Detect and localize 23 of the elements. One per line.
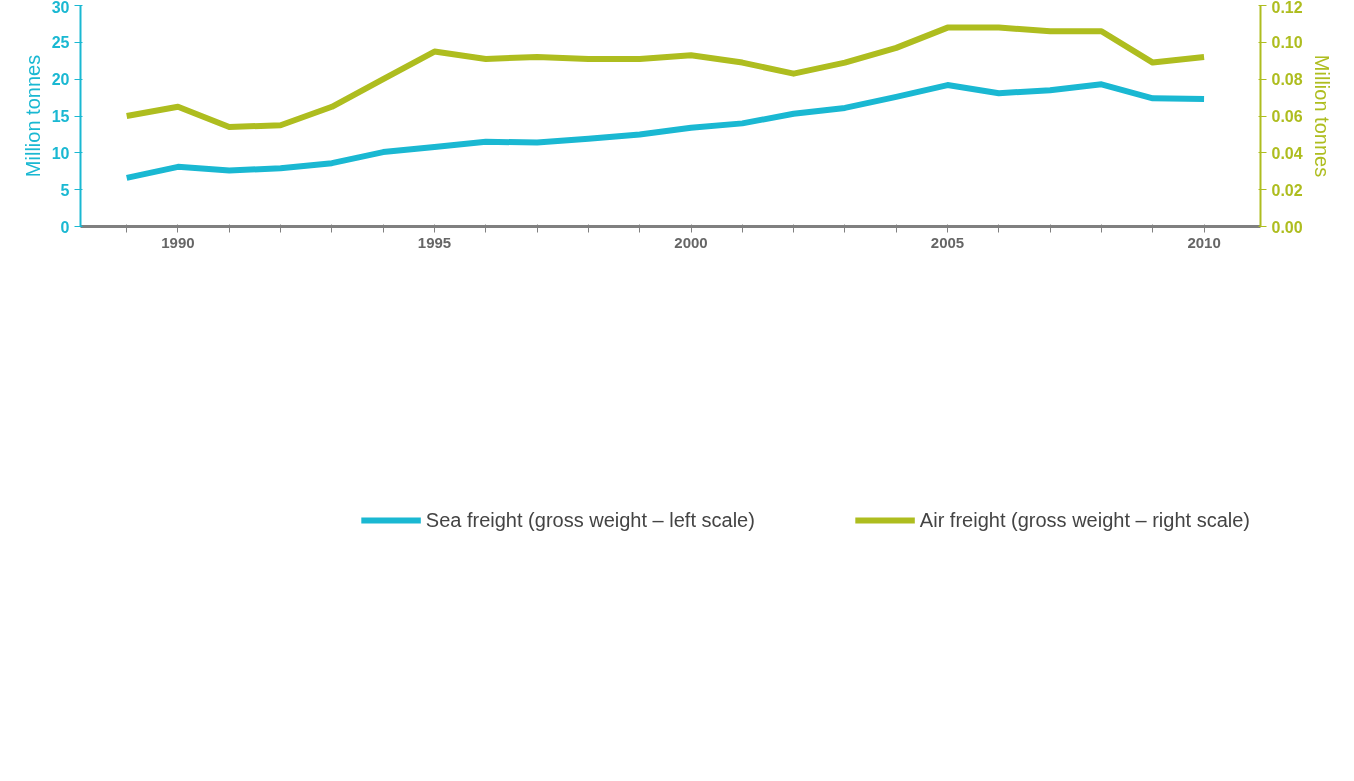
y2-tick-label: 0.08 [1271, 71, 1303, 89]
y-tick-label: 10 [51, 144, 70, 162]
y2-tick-label: 0.02 [1271, 181, 1303, 199]
y-tick-label: 30 [51, 0, 70, 16]
x-tick-label: 2000 [674, 233, 708, 251]
y2-tick-label: 0.04 [1271, 144, 1303, 162]
x-tick-label: 2005 [930, 233, 965, 251]
y2-tick-label: 0.00 [1271, 218, 1303, 236]
y2-tick-label: 0.10 [1271, 34, 1303, 52]
x-tick-label: 2010 [1187, 233, 1221, 251]
y2-axis-title: Million tonnes [1310, 54, 1333, 178]
y-tick-label: 0 [60, 218, 70, 236]
y-tick-label: 15 [51, 108, 70, 125]
y-tick-label: 5 [60, 181, 70, 199]
y2-tick-label: 0.12 [1271, 0, 1303, 16]
y-tick-label: 20 [51, 71, 70, 89]
x-tick-label: 1995 [417, 233, 452, 251]
y-axis-title: Million tonnes [21, 54, 44, 178]
legend-label: Sea freight (gross weight – left scale) [425, 508, 755, 532]
y2-tick-label: 0.06 [1271, 108, 1303, 125]
x-tick-label: 1990 [161, 233, 195, 251]
y-tick-label: 25 [51, 34, 70, 52]
legend-label: Air freight (gross weight – right scale) [919, 508, 1250, 532]
